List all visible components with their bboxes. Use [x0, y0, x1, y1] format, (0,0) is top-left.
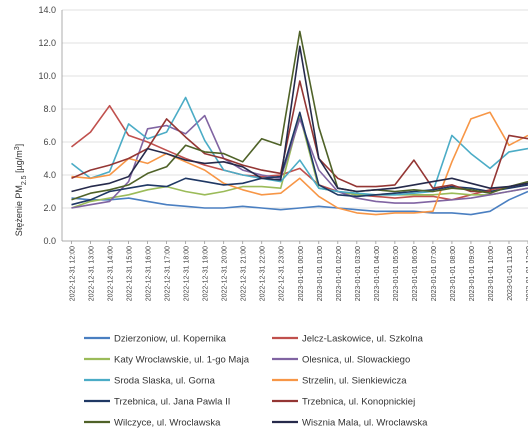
- x-tick-label: 2022-12-31 21:00: [241, 246, 248, 301]
- axes: [61, 10, 528, 244]
- series-line-10: [71, 45, 528, 193]
- x-tick-label: 2023-01-01 08:00: [450, 246, 457, 301]
- x-tick-label: 2022-12-31 20:00: [222, 246, 229, 301]
- legend-label: Jelcz-Laskowice, ul. Szkolna: [302, 334, 424, 345]
- x-tick-label: 2022-12-31 17:00: [165, 246, 172, 301]
- legend-label: Olesnica, ul. Slowackiego: [302, 355, 410, 366]
- series-line-9: [71, 30, 528, 201]
- x-tick-label: 2023-01-01 09:00: [469, 246, 476, 301]
- y-tick-label: 2.0: [43, 203, 56, 213]
- series-line-6: [71, 111, 528, 216]
- x-tick-label: 2022-12-31 15:00: [127, 246, 134, 301]
- y-tick-label: 6.0: [43, 137, 56, 147]
- x-tick-label: 2023-01-01 01:00: [317, 246, 324, 301]
- y-tick-label: 12.0: [38, 38, 56, 48]
- series-line-4: [71, 114, 528, 209]
- x-tick-label: 2023-01-01 02:00: [336, 246, 343, 301]
- series-line-3: [71, 114, 528, 209]
- y-tick-label: 8.0: [43, 104, 56, 114]
- y-axis-label: Stężenie PM2.5 [µg/m3]: [14, 144, 28, 236]
- x-tick-label: 2023-01-01 11:00: [507, 246, 514, 301]
- x-tick-label: 2023-01-01 05:00: [393, 246, 400, 301]
- x-tick-label: 2023-01-01 06:00: [412, 246, 419, 301]
- legend-label: Katy Wroclawskie, ul. 1-go Maja: [114, 355, 250, 366]
- legend-label: Dzierzoniow, ul. Kopernika: [114, 334, 227, 345]
- y-tick-label: 4.0: [43, 170, 56, 180]
- x-tick-label: 2022-12-31 13:00: [89, 246, 96, 301]
- legend-label: Trzebnica, ul. Konopnickiej: [302, 397, 415, 408]
- series-line-1: [71, 190, 528, 216]
- series-lines: [71, 30, 528, 216]
- x-tick-label: 2023-01-01 00:00: [298, 246, 305, 301]
- x-tick-label: 2022-12-31 19:00: [203, 246, 210, 301]
- legend-label: Strzelin, ul. Sienkiewicza: [302, 376, 407, 387]
- y-tick-label: 0.0: [43, 236, 56, 246]
- x-tick-label: 2022-12-31 16:00: [146, 246, 153, 301]
- x-tick-label: 2023-01-01 12:00: [526, 246, 528, 301]
- legend: Dzierzoniow, ul. Kopernika Jelcz-Laskowic…: [84, 334, 428, 429]
- y-tick-label: 14.0: [38, 5, 56, 15]
- y-tick-label: 10.0: [38, 71, 56, 81]
- legend-label: Wisznia Mala, ul. Wroclawska: [302, 418, 428, 429]
- x-tick-label: 2022-12-31 23:00: [279, 246, 286, 301]
- x-tick-label: 2023-01-01 07:00: [431, 246, 438, 301]
- x-tick-label: 2023-01-01 03:00: [355, 246, 362, 301]
- legend-label: Trzebnica, ul. Jana Pawla II: [114, 397, 230, 408]
- y-tick-labels: 0.0 2.0 4.0 6.0 8.0 10.0 12.0 14.0: [38, 5, 56, 246]
- x-tick-label: 2022-12-31 14:00: [108, 246, 115, 301]
- x-tick-labels: 2022-12-31 12:00 2022-12-31 13:00 2022-12-…: [70, 246, 528, 301]
- series-line-7: [71, 111, 528, 206]
- x-tick-label: 2023-01-01 04:00: [374, 246, 381, 301]
- legend-label: Sroda Slaska, ul. Gorna: [114, 376, 216, 387]
- x-tick-label: 2022-12-31 18:00: [184, 246, 191, 301]
- series-line-5: [71, 96, 528, 196]
- x-tick-label: 2022-12-31 12:00: [70, 246, 77, 301]
- x-tick-label: 2022-12-31 22:00: [260, 246, 267, 301]
- x-tick-label: 2023-01-01 10:00: [488, 246, 495, 301]
- legend-label: Wilczyce, ul. Wroclawska: [114, 418, 221, 429]
